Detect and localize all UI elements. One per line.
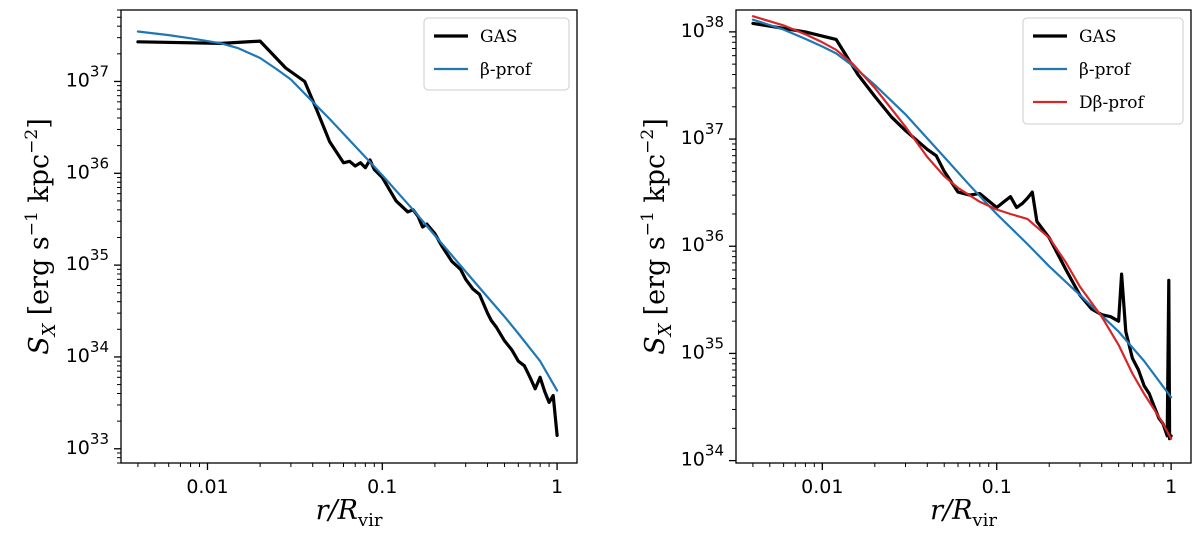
series-line-d-prof: [751, 15, 1173, 440]
x-axis-label: r/Rvir: [316, 495, 383, 531]
x-tick-label: 0.1: [982, 476, 1012, 498]
legend: GAS β-prof: [423, 17, 570, 91]
y-tick-label: 1038: [681, 13, 724, 42]
x-tick-label: 1: [551, 476, 563, 498]
series-line-gas: [136, 39, 559, 437]
y-tick-label: 1034: [681, 442, 724, 471]
legend-label: β-prof: [480, 60, 533, 80]
plot-frame: [120, 9, 578, 464]
series-group: [136, 30, 559, 437]
series-group: [751, 15, 1173, 441]
legend-box: [1022, 17, 1184, 125]
chart-panel-2: 0.01 0.1 1 1034 1035 1036 1037 1038 GAS β-prof Dβ-…: [638, 9, 1192, 531]
legend-label: GAS: [1079, 27, 1117, 47]
plot-frame: [735, 9, 1192, 464]
y-tick-label: 1033: [66, 430, 109, 459]
legend-label: Dβ-prof: [1079, 93, 1145, 113]
legend: GAS β-prof Dβ-prof: [1022, 17, 1184, 125]
x-tick-label: 0.01: [186, 476, 228, 498]
chart-panel-1: 0.01 0.1 1 1033 1034 1035 1036 1037 GAS β-prof r/R…: [22, 9, 578, 531]
x-tick-label: 1: [1165, 476, 1177, 498]
legend-label: GAS: [480, 27, 518, 47]
series-line-prof: [136, 30, 559, 392]
legend-label: β-prof: [1079, 60, 1132, 80]
y-tick-label: 1037: [681, 120, 724, 149]
y-axis-label: SX[erg s−1 kpc−2]: [22, 118, 60, 355]
series-line-gas: [751, 21, 1173, 441]
y-axis-label: SX[erg s−1 kpc−2]: [638, 118, 676, 355]
y-tick-label: 1036: [681, 227, 724, 256]
x-tick-label: 0.01: [801, 476, 843, 498]
y-tick-label: 1035: [66, 246, 109, 275]
series-line-prof: [751, 18, 1173, 399]
y-tick-label: 1035: [681, 334, 724, 363]
x-axis-label: r/Rvir: [930, 495, 997, 531]
x-tick-label: 0.1: [367, 476, 397, 498]
y-tick-label: 1037: [66, 62, 109, 91]
y-tick-label: 1034: [66, 338, 109, 367]
y-tick-label: 1036: [66, 154, 109, 183]
